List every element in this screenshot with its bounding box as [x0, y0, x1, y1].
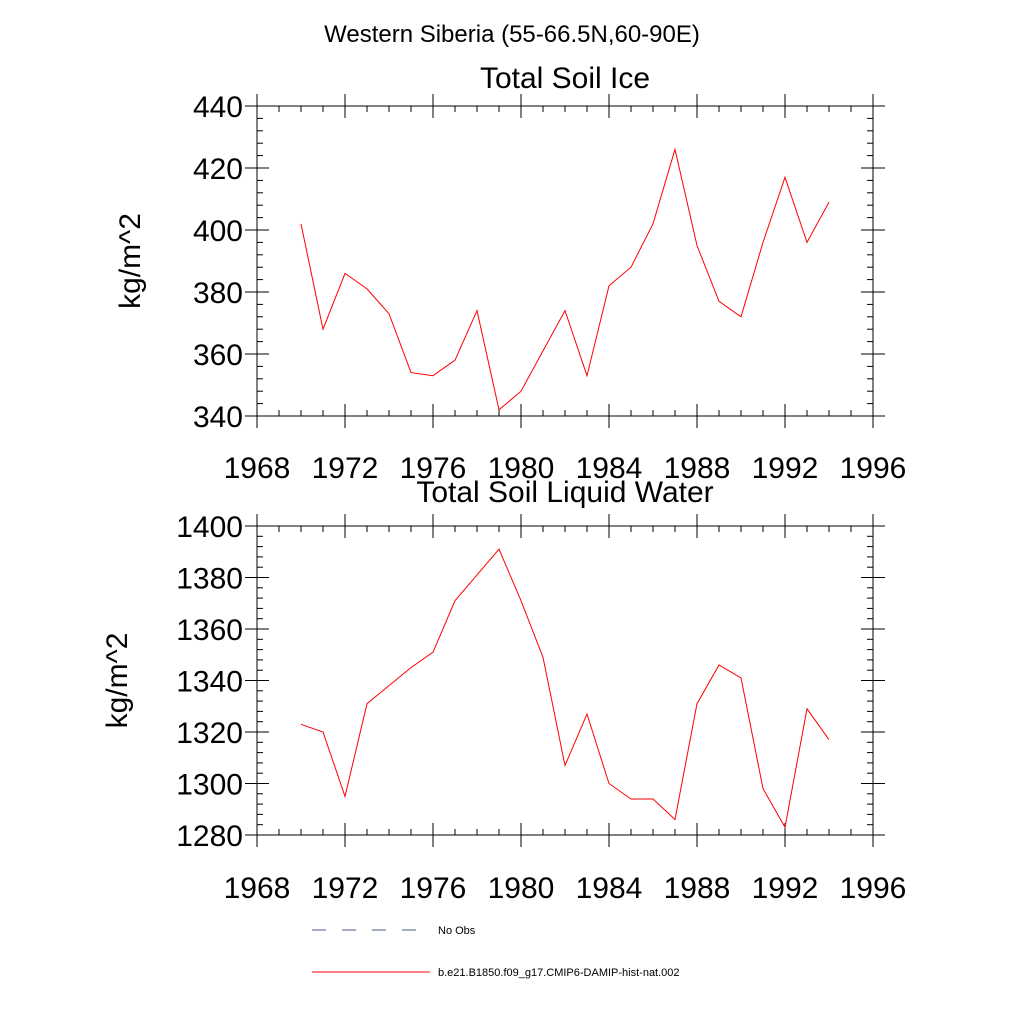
plot-frame [256, 525, 874, 836]
x-tick-label: 1976 [400, 872, 467, 905]
y-tick-label: 420 [193, 153, 243, 186]
x-tick-label: 1972 [312, 452, 379, 485]
y-tick-label: 1280 [176, 820, 243, 853]
y-tick-label: 360 [193, 339, 243, 372]
y-tick-label: 1320 [176, 717, 243, 750]
y-tick-label: 1360 [176, 614, 243, 647]
y-axis-label: kg/m^2 [114, 213, 147, 309]
chart-title: Total Soil Ice [480, 62, 650, 95]
legend-label: b.e21.B1850.f09_g17.CMIP6-DAMIP-hist-nat… [438, 967, 680, 979]
x-tick-label: 1980 [488, 872, 555, 905]
chart-panel-soil-ice: Total Soil Ice kg/m^2 1968 1972 1976 1980 1984… [114, 62, 906, 485]
series-line [300, 548, 830, 829]
y-tick-label: 340 [193, 401, 243, 434]
y-axis-label: kg/m^2 [101, 633, 134, 729]
y-tick-label: 440 [193, 91, 243, 124]
x-tick-label: 1984 [576, 872, 643, 905]
x-tick-label: 1968 [224, 872, 291, 905]
y-tick-label: 1380 [176, 563, 243, 596]
legend: No Obs b.e21.B1850.f09_g17.CMIP6-DAMIP-hi… [312, 925, 680, 979]
x-tick-label: 1996 [840, 452, 907, 485]
x-tick-label: 1984 [576, 452, 643, 485]
x-tick-label: 1972 [312, 872, 379, 905]
y-tick-label: 400 [193, 215, 243, 248]
y-tick-label: 380 [193, 277, 243, 310]
series-line [300, 147, 830, 411]
x-tick-label: 1980 [488, 452, 555, 485]
figure-title: Western Siberia (55-66.5N,60-90E) [324, 21, 700, 48]
x-tick-label: 1968 [224, 452, 291, 485]
y-tick-label: 1400 [176, 511, 243, 544]
x-tick-label: 1992 [752, 452, 819, 485]
x-tick-label: 1988 [664, 452, 731, 485]
chart-panel-soil-liquid-water: Total Soil Liquid Water kg/m^2 1968 1972 197… [101, 476, 906, 905]
y-tick-label: 1300 [176, 769, 243, 802]
legend-label: No Obs [438, 925, 476, 937]
y-tick-label: 1340 [176, 666, 243, 699]
chart-title: Total Soil Liquid Water [416, 476, 713, 509]
x-tick-label: 1976 [400, 452, 467, 485]
x-tick-label: 1992 [752, 872, 819, 905]
x-tick-label: 1988 [664, 872, 731, 905]
plot-frame [256, 105, 874, 417]
x-tick-label: 1996 [840, 872, 907, 905]
